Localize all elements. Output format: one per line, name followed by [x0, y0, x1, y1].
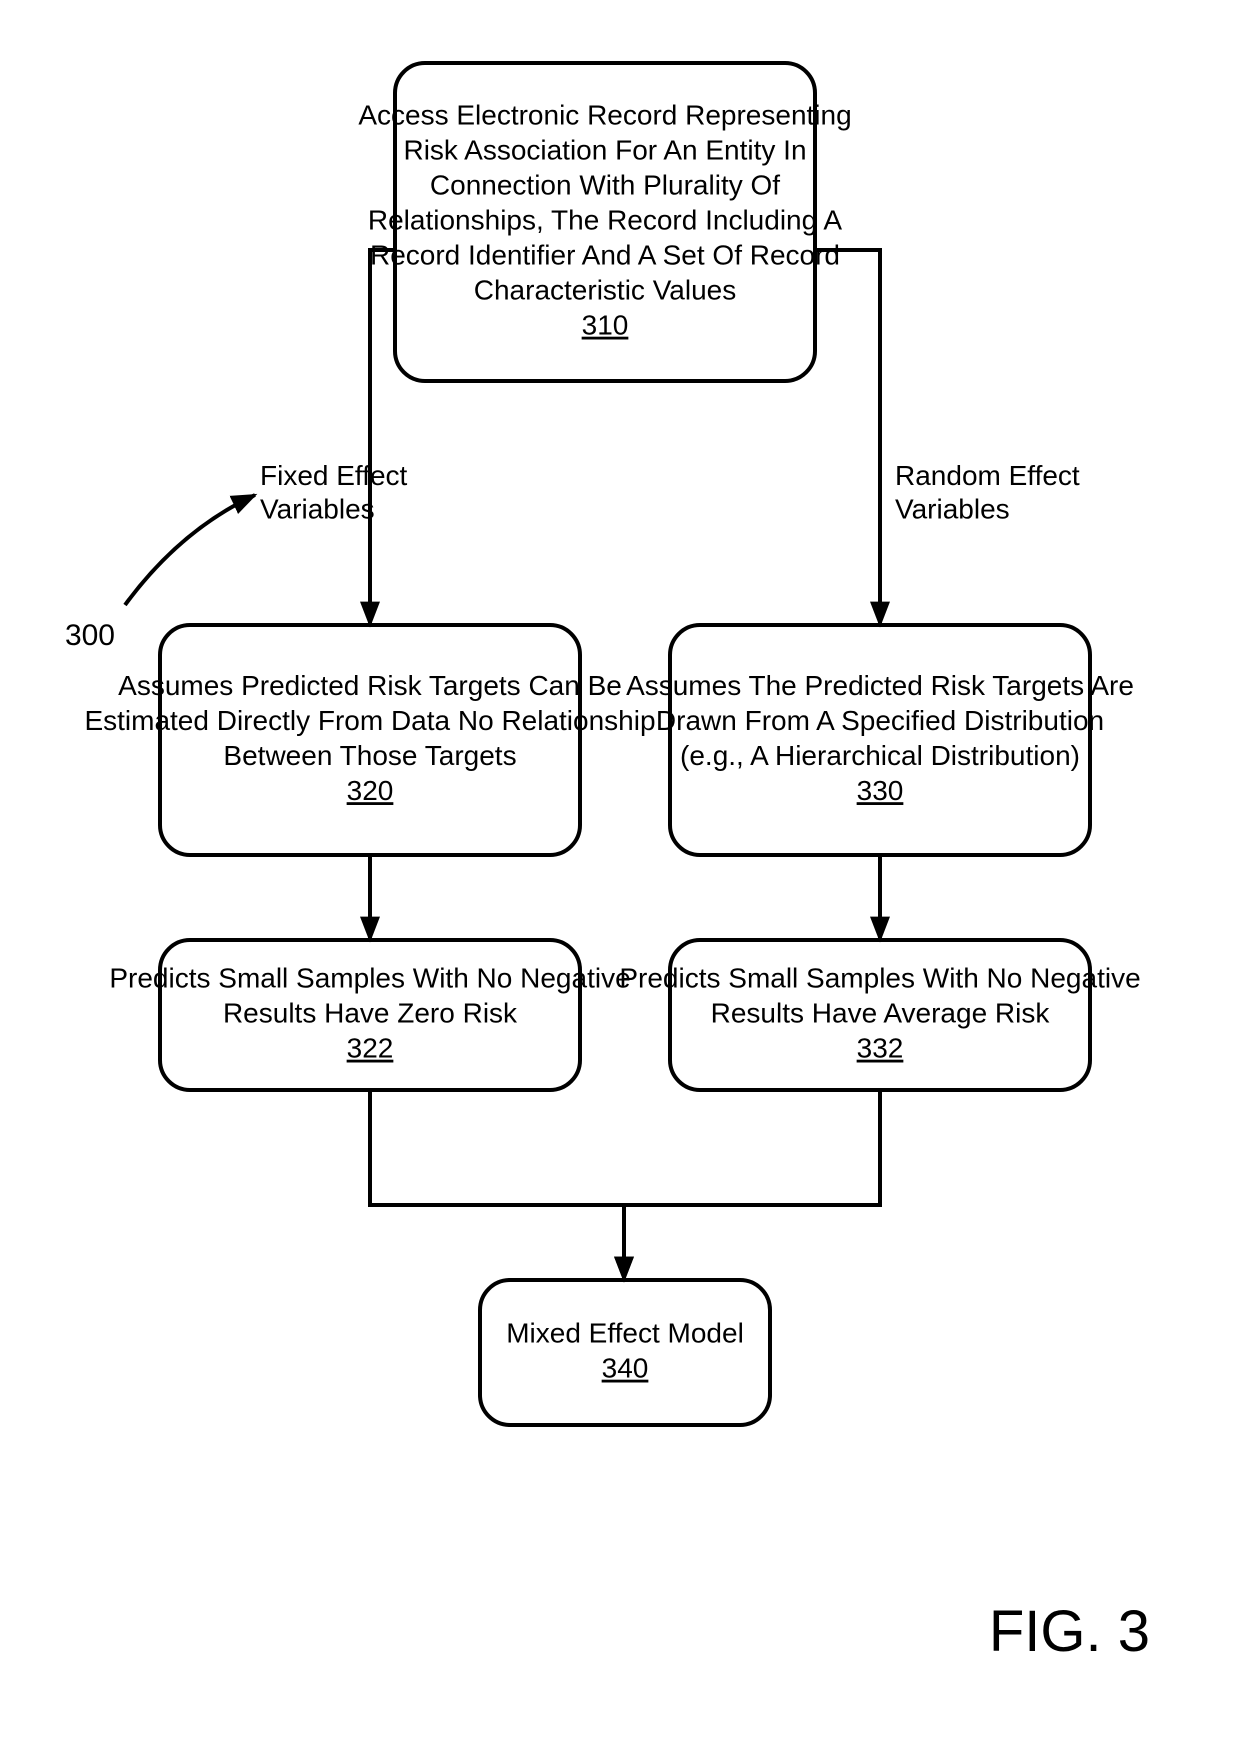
- flow-edge-e_322_340: [370, 1090, 624, 1280]
- node-text: (e.g., A Hierarchical Distribution): [680, 740, 1080, 771]
- node-text: Between Those Targets: [223, 740, 516, 771]
- flow-node-n330: Assumes The Predicted Risk Targets Are Dr…: [626, 625, 1134, 855]
- node-ref: 320: [347, 775, 394, 806]
- node-ref: 322: [347, 1033, 394, 1064]
- edge-label: Variables: [260, 494, 375, 525]
- figure-label: FIG. 3: [989, 1599, 1150, 1664]
- node-text: Mixed Effect Model: [506, 1318, 744, 1349]
- node-text: Results Have Zero Risk: [223, 998, 518, 1029]
- node-text: Record Identifier And A Set Of Record: [370, 240, 840, 271]
- node-text: Estimated Directly From Data No Relation…: [84, 705, 655, 736]
- node-text: Drawn From A Specified Distribution: [656, 705, 1104, 736]
- flow-edge-e_332_340: [624, 1090, 880, 1280]
- node-text: Characteristic Values: [474, 275, 736, 306]
- flow-node-n332: Predicts Small Samples With No Negative R…: [619, 940, 1140, 1090]
- flow-edge-e_left: Fixed EffectVariables: [260, 250, 408, 625]
- node-text: Predicts Small Samples With No Negative: [619, 963, 1140, 994]
- figure-number: 300: [65, 619, 115, 652]
- flow-node-n340: Mixed Effect Model 340: [480, 1280, 770, 1425]
- node-text: Relationships, The Record Including A: [368, 205, 843, 236]
- node-text: Results Have Average Risk: [711, 998, 1051, 1029]
- flow-node-n322: Predicts Small Samples With No Negative R…: [109, 940, 630, 1090]
- node-text: Assumes The Predicted Risk Targets Are: [626, 670, 1134, 701]
- node-ref: 340: [602, 1353, 649, 1384]
- edge-label: Variables: [895, 494, 1010, 525]
- node-text: Assumes Predicted Risk Targets Can Be: [118, 670, 622, 701]
- flow-node-n310: Access Electronic Record Representing Ris…: [358, 63, 851, 381]
- node-ref: 310: [582, 310, 629, 341]
- edge-label: Random Effect: [895, 460, 1080, 491]
- node-text: Connection With Plurality Of: [430, 170, 780, 201]
- node-ref: 330: [857, 775, 904, 806]
- flow-node-n320: Assumes Predicted Risk Targets Can Be Est…: [84, 625, 655, 855]
- figure-number-pointer: 300: [65, 495, 255, 652]
- node-ref: 332: [857, 1033, 904, 1064]
- flow-edge-e_right: Random EffectVariables: [815, 250, 1080, 625]
- node-text: Predicts Small Samples With No Negative: [109, 963, 630, 994]
- node-text: Risk Association For An Entity In: [403, 135, 806, 166]
- node-text: Access Electronic Record Representing: [358, 100, 851, 131]
- edge-label: Fixed Effect: [260, 460, 408, 491]
